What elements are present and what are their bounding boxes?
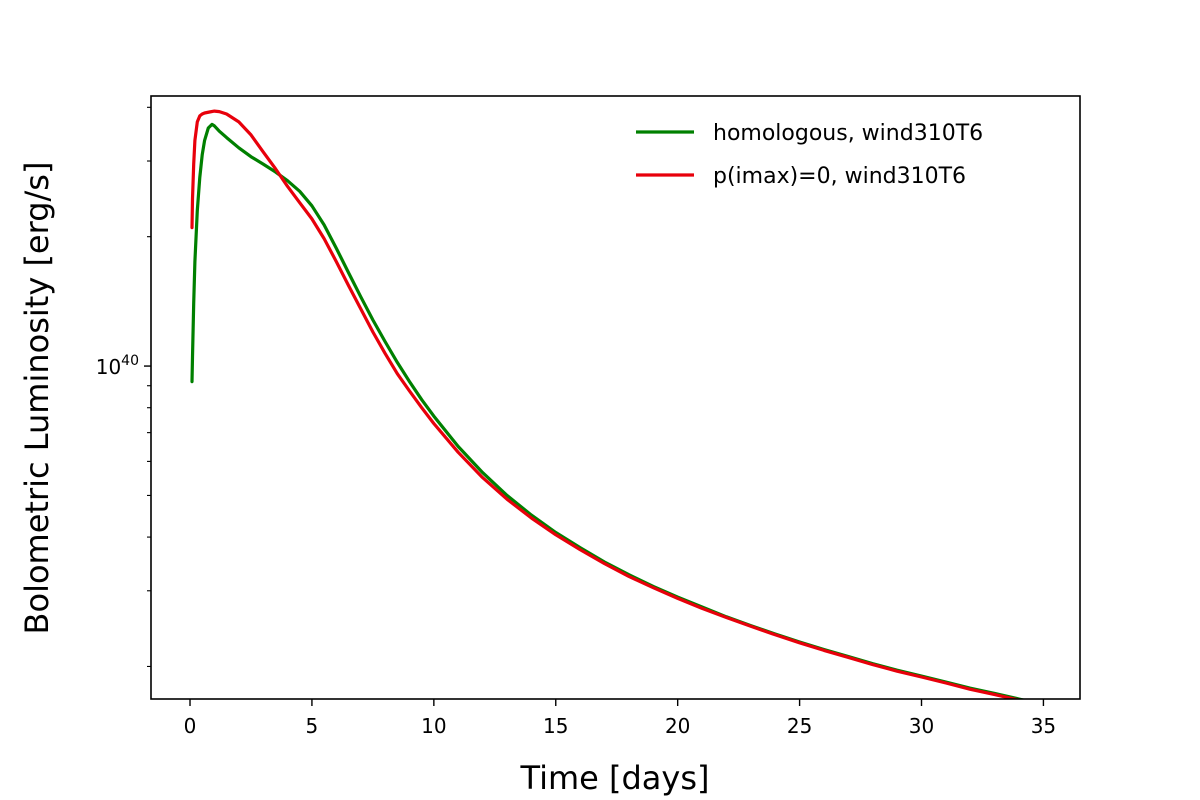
x-tick-label: 5 [306,714,319,738]
y-tick-label: 1040 [96,353,139,379]
series-line-1 [190,109,1023,699]
legend: homologous, wind310T6 p(imax)=0, wind310T… [636,121,983,189]
x-axis-label: Time [days] [520,759,710,797]
y-axis-label: Bolometric Luminosity [erg/s] [18,162,56,635]
x-tick-label: 20 [665,714,690,738]
series-line-0 [190,122,1027,699]
x-tick-label: 10 [421,714,446,738]
x-tick-label: 15 [543,714,568,738]
x-tick-label: 35 [1031,714,1056,738]
legend-label-1: p(imax)=0, wind310T6 [713,164,966,189]
x-tick-label: 30 [909,714,934,738]
x-tick-label: 25 [787,714,812,738]
x-tick-label: 0 [184,714,197,738]
legend-label-0: homologous, wind310T6 [713,121,983,146]
plot-frame [150,95,1081,700]
